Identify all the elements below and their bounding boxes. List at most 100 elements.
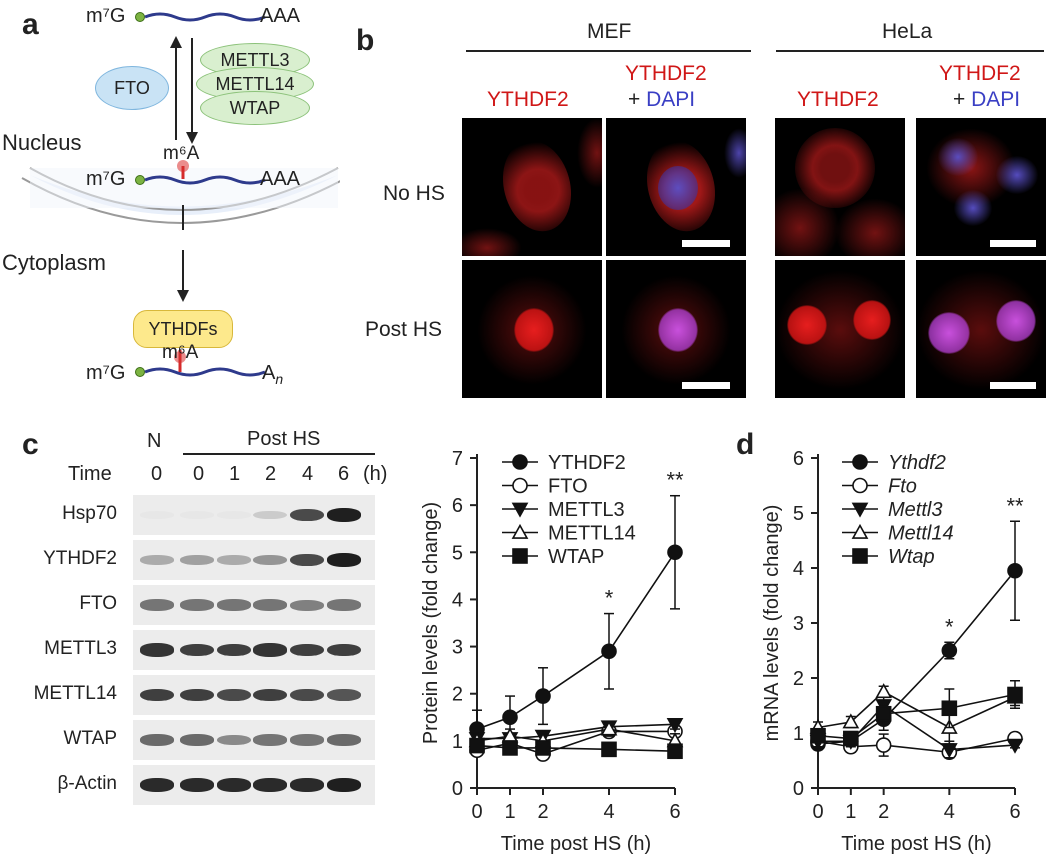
cytoplasm-label: Cytoplasm xyxy=(2,250,106,275)
x-tick-label: 1 xyxy=(504,801,515,823)
panel-label-d: d xyxy=(736,428,755,461)
image-hela-posths-merge xyxy=(916,260,1046,398)
x-tick-label: 6 xyxy=(669,801,680,823)
data-point xyxy=(1006,738,1024,754)
blot-band xyxy=(180,510,214,520)
data-point xyxy=(842,713,860,729)
data-point xyxy=(601,741,617,758)
blot-band xyxy=(327,734,361,746)
x-tick-label: 0 xyxy=(471,801,482,823)
blot-band xyxy=(140,734,174,746)
y-tick-label: 0 xyxy=(793,778,804,800)
blot-band xyxy=(327,688,361,702)
y-tick-label: 0 xyxy=(452,778,463,800)
blot-band xyxy=(327,643,361,657)
group-mef: MEF xyxy=(587,20,632,43)
row-label-no-hs: No HS xyxy=(383,182,445,205)
tail-bottom-label: An xyxy=(262,362,284,387)
image-hela-posths-ythdf2 xyxy=(775,260,905,398)
blot-band xyxy=(180,643,214,657)
blot-band xyxy=(290,508,324,522)
col-header-mef-ythdf2: YTHDF2 xyxy=(487,88,569,111)
blot-band xyxy=(290,734,324,746)
blot-band xyxy=(180,734,214,746)
y-tick-label: 3 xyxy=(793,613,804,635)
lane-n-label: N xyxy=(147,430,162,452)
series-line xyxy=(817,570,1016,745)
legend-marker xyxy=(511,502,529,518)
y-tick-label: 6 xyxy=(452,495,463,517)
time-label: Time xyxy=(68,463,112,485)
blot-band xyxy=(217,643,251,657)
tail-mid-label: AAA xyxy=(260,168,301,190)
y-tick-label: 2 xyxy=(452,684,463,706)
y-tick-label: 4 xyxy=(793,558,804,580)
blot-band xyxy=(217,510,251,520)
blot-band xyxy=(140,555,174,565)
significance-mark: * xyxy=(605,586,614,611)
legend-label: YTHDF2 xyxy=(548,452,626,474)
group-mef-rule xyxy=(466,50,751,52)
data-point xyxy=(535,740,551,756)
image-mef-nohs-merge xyxy=(606,118,746,256)
post-hs-rule xyxy=(183,453,375,455)
data-point xyxy=(502,709,518,726)
y-axis-label: mRNA levels (fold change) xyxy=(761,505,783,742)
col-header-mef-merge-bottom: + DAPI xyxy=(628,88,696,111)
y-tick-label: 4 xyxy=(452,589,463,611)
blot-band xyxy=(327,508,361,522)
image-hela-nohs-ythdf2 xyxy=(775,118,905,256)
blot-band xyxy=(217,555,251,565)
blot-row-label: β-Actin xyxy=(57,773,118,794)
post-hs-label: Post HS xyxy=(247,428,321,450)
significance-mark: ** xyxy=(1006,493,1024,518)
cap-top-label: m⁷G xyxy=(86,5,126,27)
scale-bar xyxy=(682,382,730,389)
blot-band xyxy=(180,554,214,566)
scale-bar xyxy=(682,240,730,247)
blot-band xyxy=(217,778,251,792)
blot-band xyxy=(140,599,174,611)
data-point xyxy=(535,688,551,704)
data-point xyxy=(1007,562,1023,579)
legend-marker xyxy=(851,523,869,539)
legend-label: Fto xyxy=(888,476,917,498)
legend-label: Mettl3 xyxy=(888,499,942,521)
blot-band xyxy=(290,599,324,611)
row-label-post-hs: Post HS xyxy=(365,318,443,341)
blot-band xyxy=(290,553,324,567)
data-point xyxy=(502,740,518,756)
y-tick-label: 1 xyxy=(452,731,463,753)
data-point xyxy=(667,743,683,760)
x-tick-label: 2 xyxy=(878,801,889,823)
y-tick-label: 5 xyxy=(452,542,463,564)
legend-marker xyxy=(512,548,528,564)
data-point xyxy=(600,720,618,736)
y-tick-label: 2 xyxy=(793,668,804,690)
blot-band xyxy=(253,554,287,566)
blot-band xyxy=(290,778,324,792)
data-point xyxy=(941,642,958,659)
blot-band xyxy=(217,688,251,702)
col-header-mef-merge-top: YTHDF2 xyxy=(625,62,707,85)
data-point xyxy=(1007,686,1023,703)
y-axis-label: Protein levels (fold change) xyxy=(420,502,442,744)
panel-label-a: a xyxy=(22,8,39,41)
y-tick-label: 7 xyxy=(452,448,463,470)
panel-label-c: c xyxy=(22,428,39,461)
nucleus-label: Nucleus xyxy=(2,130,82,155)
legend-marker xyxy=(512,454,528,470)
timepoint-5: 6 xyxy=(338,463,350,485)
blot-row-label: WTAP xyxy=(63,728,117,749)
blot-band xyxy=(140,688,174,702)
timepoint-1: 0 xyxy=(193,463,205,485)
blot-band xyxy=(253,734,287,746)
blot-band xyxy=(140,778,174,792)
data-point xyxy=(875,705,892,722)
blot-row-label: FTO xyxy=(79,593,117,614)
group-hela-rule xyxy=(776,50,1044,52)
significance-mark: * xyxy=(945,614,954,639)
blot-band xyxy=(253,643,287,657)
y-tick-label: 5 xyxy=(793,503,804,525)
